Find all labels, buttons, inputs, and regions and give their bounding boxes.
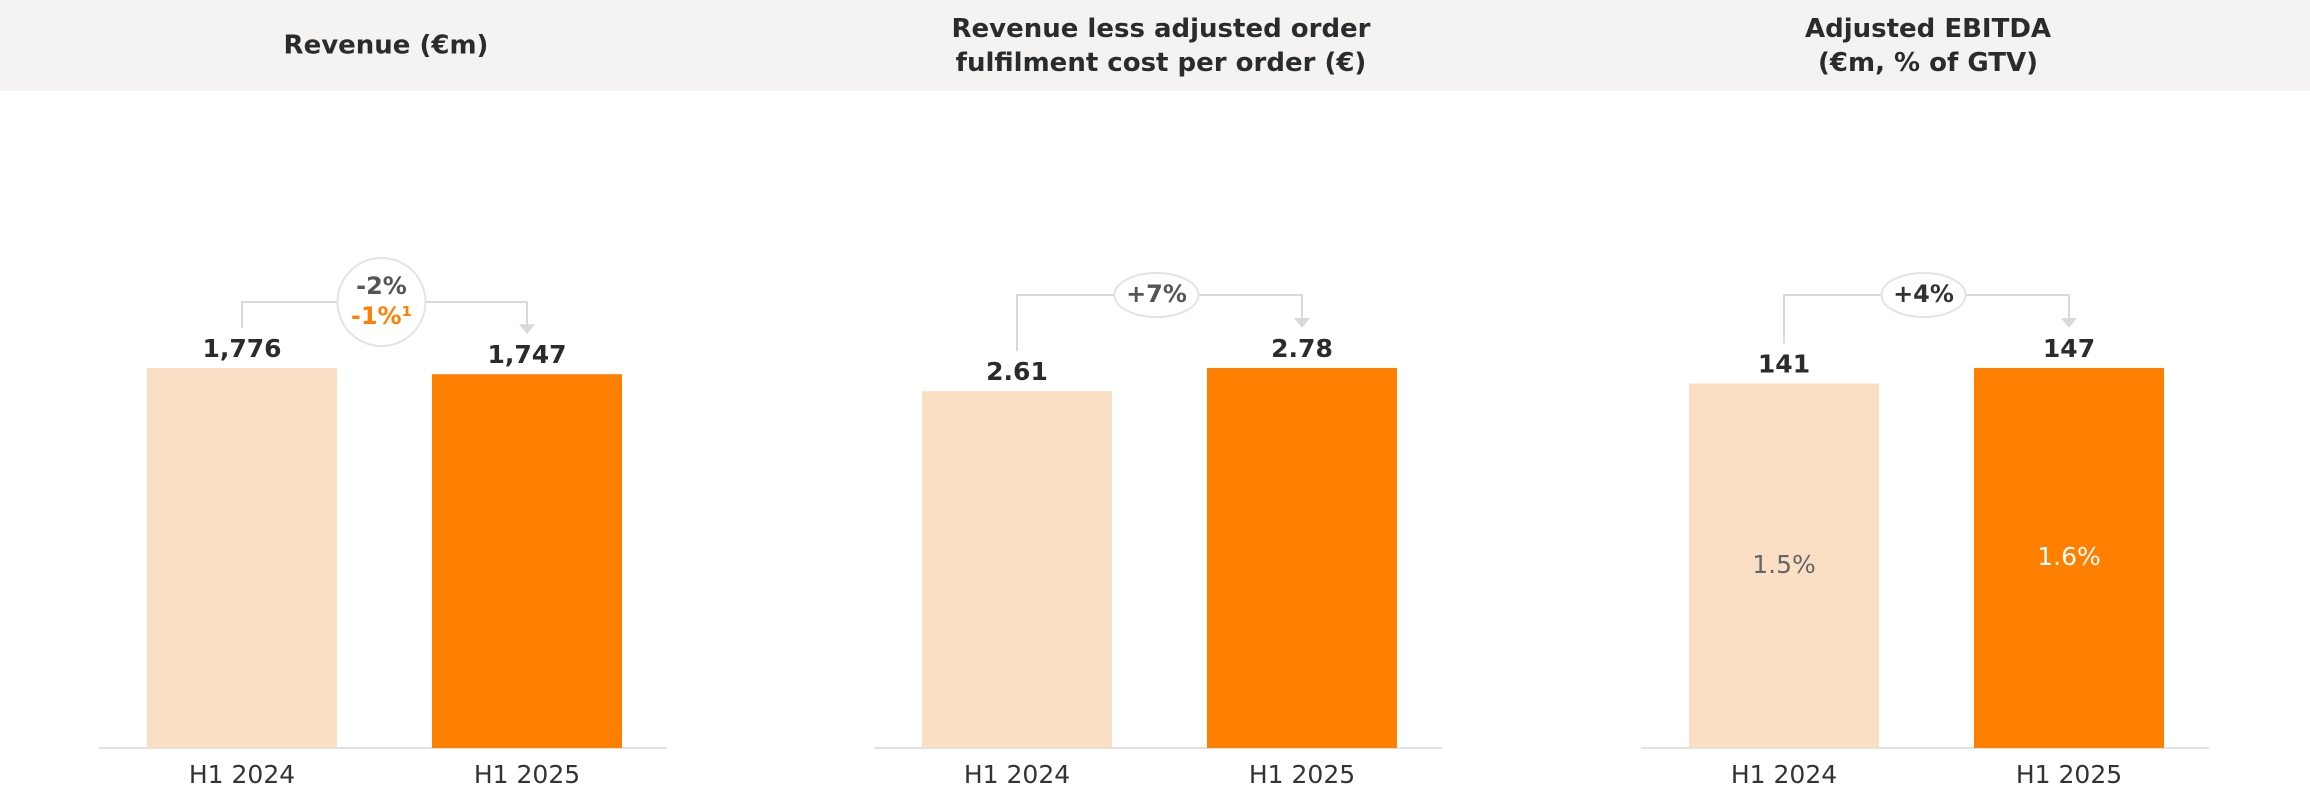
value-label: 1,747 <box>487 340 566 369</box>
value-label: 141 <box>1758 350 1810 379</box>
bracket-arrow <box>519 324 535 335</box>
change-label: -2% <box>356 272 407 300</box>
bar <box>1207 368 1397 748</box>
chart-title: Revenue less adjusted order fulfilment co… <box>951 14 1370 78</box>
bracket-arrow <box>2061 318 2077 328</box>
bar <box>1689 383 1879 748</box>
value-label: 147 <box>2043 334 2095 363</box>
chart-title: Revenue (€m) <box>284 31 489 61</box>
x-tick-label: H1 2025 <box>1249 760 1355 789</box>
change-badge <box>336 257 427 347</box>
change-badge <box>1113 272 1200 318</box>
x-tick-label: H1 2024 <box>964 760 1070 789</box>
change-label: +7% <box>1126 280 1187 308</box>
value-label: 2.61 <box>986 357 1048 386</box>
change-badge <box>1880 272 1967 318</box>
value-label: 1,776 <box>202 334 281 363</box>
x-tick-label: H1 2024 <box>189 760 295 789</box>
chart-title: Adjusted EBITDA (€m, % of GTV) <box>1805 14 2051 78</box>
bar <box>922 391 1112 748</box>
bar <box>1974 368 2164 748</box>
inner-label: 1.6% <box>2037 542 2101 571</box>
change-label: -1%¹ <box>351 302 412 330</box>
title-line: Adjusted EBITDA <box>1805 14 2051 44</box>
x-tick-label: H1 2025 <box>474 760 580 789</box>
title-line: (€m, % of GTV) <box>1818 48 2038 78</box>
value-label: 2.78 <box>1271 334 1333 363</box>
x-tick-label: H1 2025 <box>2016 760 2122 789</box>
inner-label: 1.5% <box>1752 550 1816 579</box>
bar <box>147 368 337 748</box>
header-band <box>0 0 2310 91</box>
title-line: Revenue less adjusted order <box>951 14 1370 44</box>
change-label: +4% <box>1893 280 1954 308</box>
x-tick-label: H1 2024 <box>1731 760 1837 789</box>
bracket-arrow <box>1294 318 1310 328</box>
title-line: fulfilment cost per order (€) <box>956 48 1367 78</box>
bar <box>432 374 622 748</box>
